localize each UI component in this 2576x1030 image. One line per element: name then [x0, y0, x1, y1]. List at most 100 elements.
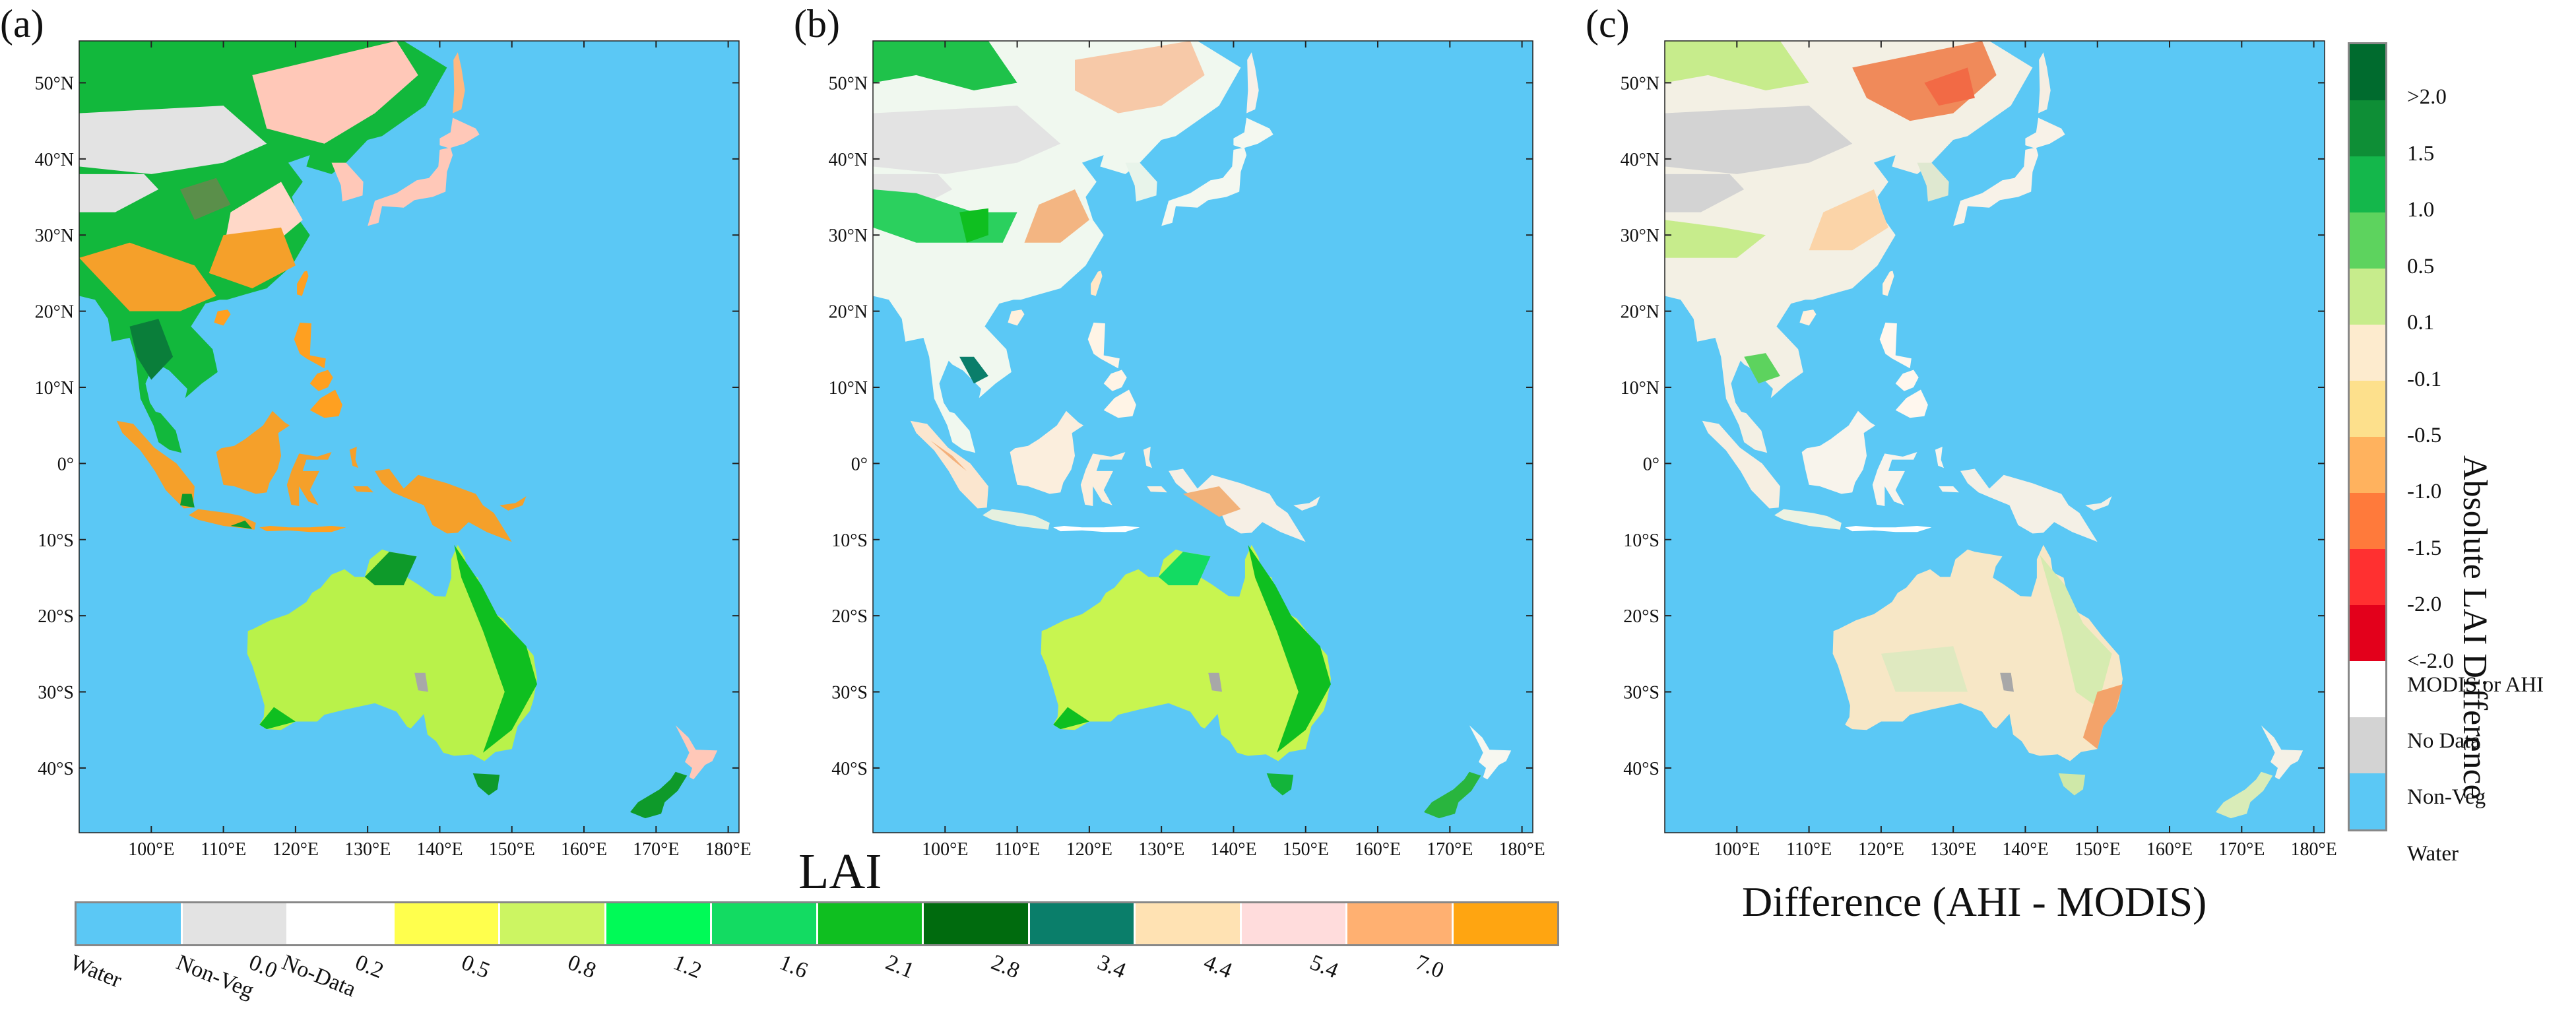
- lat-tick-label: 10°N: [35, 378, 74, 399]
- landmass-australia: [247, 544, 537, 761]
- difference-swatch: [2350, 717, 2385, 773]
- map-frame: [79, 40, 740, 833]
- lai-legend-label: Non-Veg: [172, 950, 257, 1004]
- landmass-nusa: [1053, 526, 1140, 532]
- landmass-visayas: [309, 370, 333, 391]
- landmass-sumatra: [1702, 420, 1780, 509]
- difference-legend-label: 1.5: [2407, 141, 2435, 166]
- land-cover-patch: [959, 208, 988, 243]
- landmass-nzsouth: [630, 771, 688, 819]
- difference-swatch: [2350, 212, 2385, 269]
- difference-swatch: [2350, 156, 2385, 212]
- landmass-taiwan: [1883, 271, 1894, 296]
- landmass-mindanao: [309, 389, 342, 418]
- landmass-sulawesi: [1080, 452, 1126, 506]
- landmass-luzon: [1087, 322, 1120, 369]
- difference-legend-label: -0.1: [2407, 367, 2442, 391]
- land-cover-patch: [252, 41, 418, 144]
- land-cover-patch: [873, 106, 1061, 174]
- lai-legend-label: 4.4: [1200, 950, 1236, 984]
- landmass-newbritain: [2085, 496, 2112, 511]
- landmass-sumatra: [910, 420, 988, 509]
- lai-legend-label: 2.8: [988, 950, 1023, 984]
- landmass-seram: [1939, 486, 1959, 493]
- difference-swatch: [2350, 493, 2385, 549]
- land-cover-patch: [1665, 174, 1745, 212]
- lai-legend-title: LAI: [798, 844, 882, 899]
- difference-legend-label: >2.0: [2407, 85, 2447, 110]
- lat-tick-label: 20°S: [831, 606, 868, 627]
- landmass-japan: [1161, 147, 1247, 226]
- lon-tick-label: 130°E: [344, 839, 391, 860]
- land-cover-patch: [414, 672, 428, 692]
- difference-swatch: [2350, 437, 2385, 493]
- lon-tick-label: 160°E: [1355, 839, 1401, 860]
- lai-map-ahi: 50°N 40°N 30°N 20°N 10°N 0° 10°S 20°S 30°S 40°S 10…: [35, 40, 752, 860]
- lai-swatch: [77, 903, 183, 944]
- landmass-tasmania: [1266, 773, 1294, 796]
- landmass-newbritain: [499, 496, 527, 511]
- land-cover-patch: [1744, 353, 1780, 384]
- lon-tick-label: 140°E: [2002, 839, 2048, 860]
- lat-tick-label: 40°S: [831, 759, 868, 779]
- lat-tick-label: 40°N: [829, 150, 868, 170]
- lai-legend-label: 3.4: [1094, 950, 1130, 984]
- difference-swatch: [2350, 325, 2385, 381]
- landmass-seram: [1147, 486, 1167, 493]
- lon-tick-label: 140°E: [416, 839, 463, 860]
- lat-tick-label: 40°S: [38, 759, 74, 779]
- land-cover-patch: [1158, 552, 1211, 585]
- difference-legend-label: <-2.0: [2407, 649, 2454, 673]
- lat-tick-label: 10°N: [829, 378, 868, 399]
- landmass-hainan: [1008, 309, 1025, 326]
- lai-legend-label: 0.5: [457, 950, 494, 984]
- lat-tick-label: 0°: [851, 454, 868, 474]
- land-cover-patch: [1075, 41, 1205, 113]
- lat-tick-label: 20°N: [35, 302, 74, 323]
- difference-swatch: [2350, 661, 2385, 717]
- lai-legend-label: No-Data: [278, 950, 360, 1002]
- landmass-nznorth: [675, 725, 718, 780]
- landmass-halmahera: [1143, 447, 1152, 468]
- lai-swatch: [1453, 903, 1557, 944]
- difference-swatch: [2350, 381, 2385, 437]
- landmass-hokkaido: [1233, 117, 1273, 148]
- difference-swatch: [2350, 549, 2385, 605]
- lat-tick-label: 10°S: [831, 531, 868, 551]
- panel-label-a: (a): [0, 2, 44, 46]
- lat-tick-label: 30°N: [1621, 226, 1659, 246]
- lat-tick-label: 50°N: [35, 73, 74, 94]
- land-cover-patch: [1881, 646, 1968, 692]
- map-frame: [1664, 40, 2325, 833]
- land-cover-patch: [1024, 189, 1089, 243]
- lon-tick-label: 140°E: [1210, 839, 1256, 860]
- difference-legend-label: -1.5: [2407, 536, 2442, 560]
- landmass-hokkaido: [439, 117, 480, 148]
- landmass-visayas: [1895, 370, 1919, 391]
- landmass-luzon: [1879, 322, 1912, 369]
- lat-tick-label: 10°S: [1623, 531, 1659, 551]
- landmass-tasmania: [2058, 773, 2086, 796]
- landmass-nznorth: [1469, 725, 1512, 780]
- lai-swatch: [1136, 903, 1242, 944]
- difference-legend-label: Water: [2407, 841, 2459, 866]
- lai-swatch: [712, 903, 818, 944]
- lai-swatch: [182, 903, 288, 944]
- difference-legend-label: 0.1: [2407, 311, 2435, 335]
- landmass-japan: [368, 147, 453, 226]
- land-cover-patch: [1182, 486, 1241, 517]
- lat-tick-label: 50°N: [829, 73, 868, 94]
- difference-legend-label: MODIS or AHI: [2407, 672, 2544, 697]
- lai-legend-label: 5.4: [1306, 950, 1341, 984]
- landmass-java: [1774, 509, 1842, 530]
- landmass-sakhalin: [453, 52, 465, 113]
- landmass-nusa: [1845, 526, 1932, 532]
- land-cover-patch: [2040, 554, 2112, 707]
- lat-tick-label: 40°N: [1621, 150, 1659, 170]
- difference-colorbar: [2348, 42, 2387, 831]
- landmass-borneo: [1801, 410, 1876, 494]
- land-cover-patch: [930, 440, 967, 471]
- lon-tick-label: 100°E: [922, 839, 968, 860]
- landmass-mindanao: [1103, 389, 1136, 418]
- lon-tick-label: 130°E: [1930, 839, 1976, 860]
